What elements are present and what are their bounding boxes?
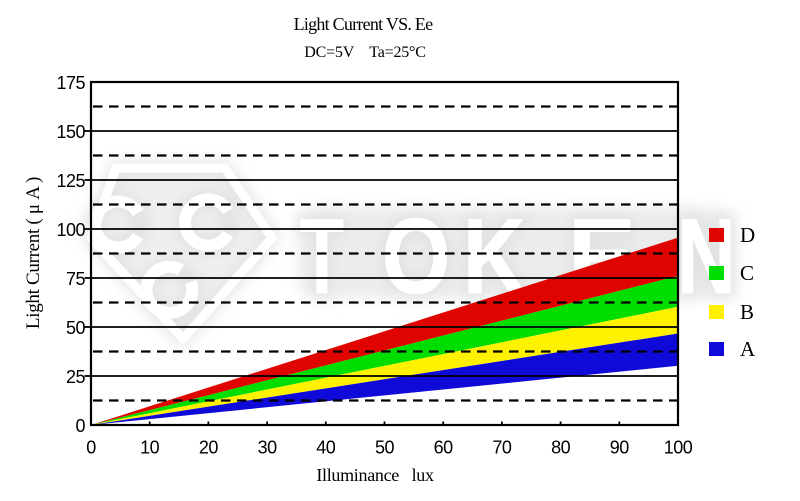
svg-text:20: 20 (199, 438, 219, 458)
svg-text:T: T (300, 198, 344, 317)
svg-text:D: D (740, 223, 755, 247)
svg-text:100: 100 (664, 438, 693, 458)
svg-text:0: 0 (86, 438, 96, 458)
svg-text:DC=5V Ta=25°C: DC=5V Ta=25°C (304, 44, 425, 61)
svg-text:Light Current VS. Ee: Light Current VS. Ee (294, 14, 433, 34)
svg-text:100: 100 (56, 220, 85, 240)
svg-text:125: 125 (56, 171, 85, 191)
svg-text:30: 30 (258, 438, 278, 458)
svg-text:40: 40 (316, 438, 336, 458)
svg-text:A: A (740, 337, 756, 361)
svg-text:50: 50 (375, 438, 395, 458)
svg-text:Illuminance lux: Illuminance lux (316, 465, 434, 485)
svg-text:10: 10 (140, 438, 160, 458)
svg-text:O: O (382, 196, 450, 316)
svg-text:O: O (382, 196, 450, 316)
svg-text:B: B (740, 300, 754, 324)
svg-text:0: 0 (75, 416, 85, 436)
svg-text:175: 175 (56, 73, 85, 93)
svg-text:C: C (740, 261, 754, 285)
svg-text:150: 150 (56, 122, 85, 142)
svg-text:25: 25 (66, 367, 86, 387)
svg-text:75: 75 (66, 269, 86, 289)
svg-text:Light Current ( μ A ): Light Current ( μ A ) (23, 177, 44, 329)
svg-text:50: 50 (66, 318, 86, 338)
svg-text:60: 60 (434, 438, 454, 458)
svg-text:N: N (677, 197, 736, 316)
svg-text:N: N (677, 197, 736, 316)
svg-text:90: 90 (610, 438, 630, 458)
svg-text:T: T (300, 198, 344, 317)
svg-text:70: 70 (492, 438, 512, 458)
svg-text:80: 80 (551, 438, 571, 458)
